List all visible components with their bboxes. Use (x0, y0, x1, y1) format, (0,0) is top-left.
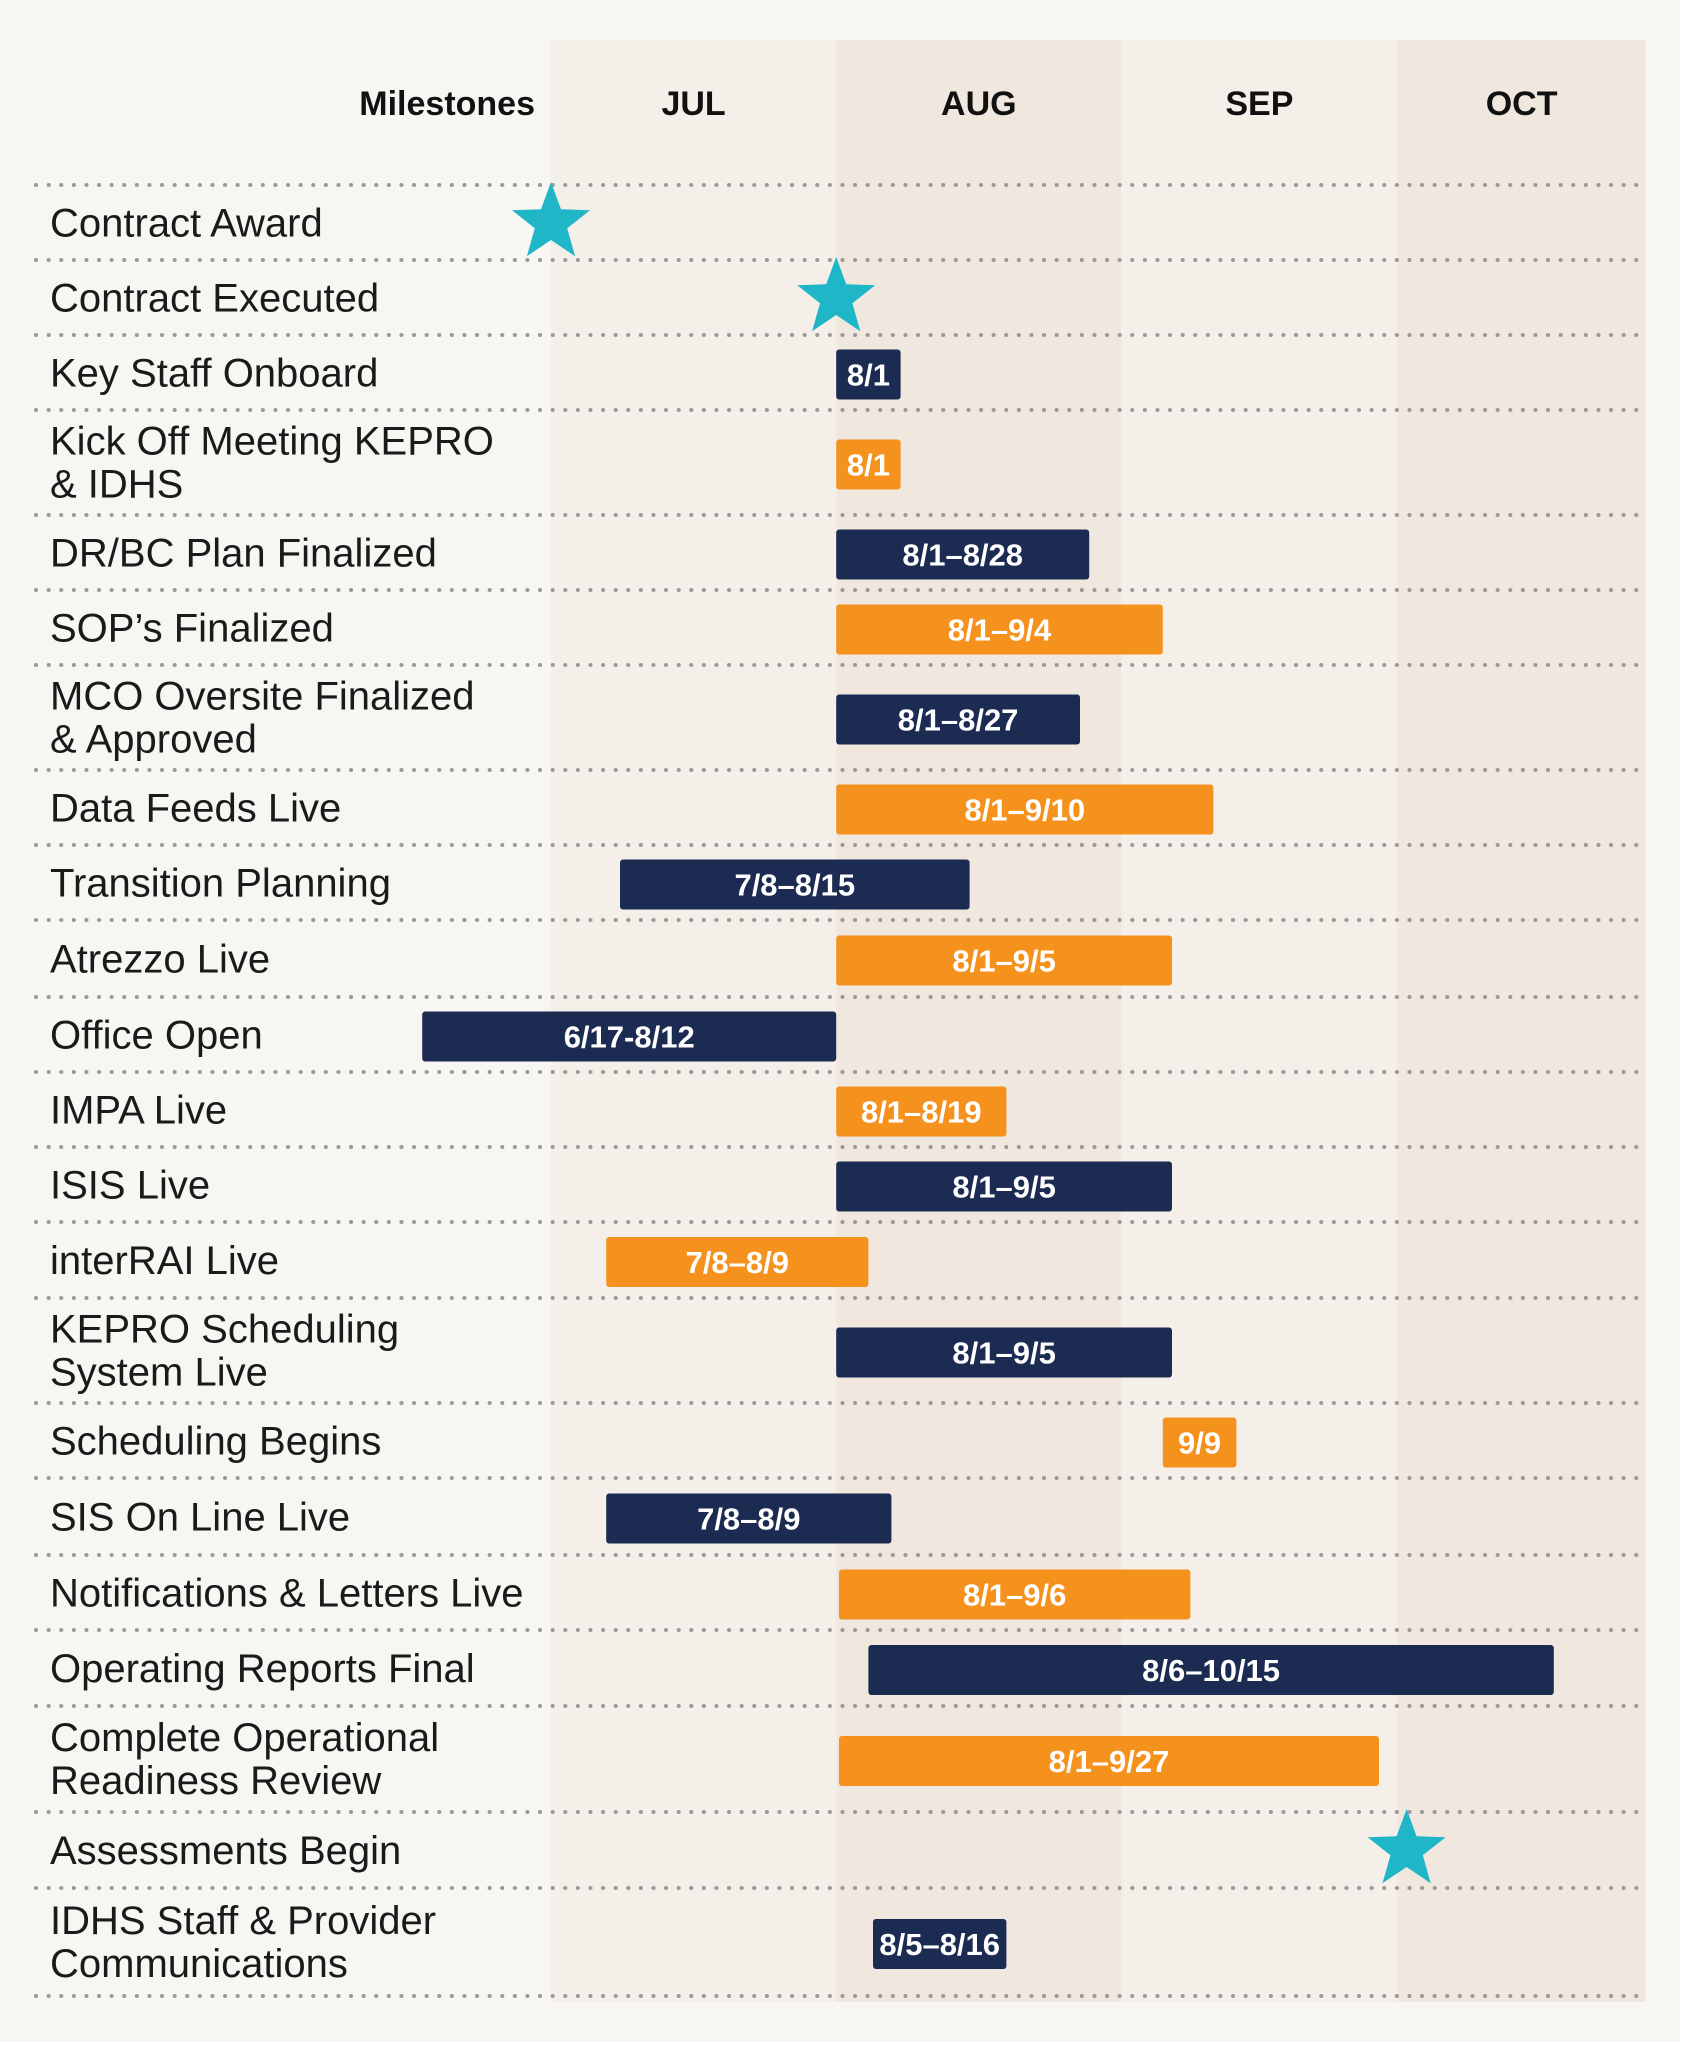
month-label-jul: JUL (661, 85, 725, 123)
task-row: SIS On Line Live 7/8–8/9 (50, 1493, 892, 1544)
task-bar-date-label: 8/1–8/28 (902, 538, 1023, 573)
month-label-aug: AUG (941, 85, 1017, 123)
task-label: SOP’s Finalized (50, 607, 334, 651)
task-row: ISIS Live 8/1–9/5 (50, 1161, 1172, 1212)
task-bar (836, 1086, 1007, 1137)
task-bar (836, 349, 901, 400)
month-label-sep: SEP (1225, 85, 1293, 123)
task-label: ISIS Live (50, 1164, 210, 1208)
task-label: SIS On Line Live (50, 1496, 350, 1540)
milestone-star-icon (797, 257, 876, 332)
task-row: DR/BC Plan Finalized 8/1–8/28 (50, 529, 1090, 580)
task-bar-date-label: 8/1 (847, 448, 890, 483)
task-bar (836, 694, 1080, 745)
task-row: Key Staff Onboard 8/1 (50, 349, 901, 400)
milestone-star-icon (1367, 1809, 1446, 1884)
task-bar-date-label: 8/1–9/4 (948, 613, 1052, 648)
task-bar (868, 1645, 1554, 1695)
task-row: IMPA Live 8/1–8/19 (50, 1086, 1007, 1137)
task-bar-date-label: 7/8–8/9 (697, 1502, 800, 1537)
task-row: Data Feeds Live 8/1–9/10 (50, 784, 1214, 835)
task-rows: Contract Award Contract Executed Key Staff… (50, 182, 1554, 1986)
task-label: Office Open (50, 1014, 263, 1058)
task-row: Scheduling Begins 9/9 (50, 1417, 1237, 1468)
milestones-header: Milestones (359, 85, 535, 123)
task-row: Complete Operational Readiness Review 8/1–… (50, 1716, 1379, 1803)
task-row: interRAI Live 7/8–8/9 (50, 1237, 869, 1287)
month-label-oct: OCT (1486, 85, 1558, 123)
task-bar-date-label: 7/8–8/9 (686, 1245, 789, 1280)
task-row: Notifications & Letters Live 8/1–9/6 (50, 1569, 1191, 1620)
task-row: Office Open 6/17-8/12 (50, 1011, 837, 1062)
task-row: Kick Off Meeting KEPRO & IDHS 8/1 (50, 420, 901, 507)
task-row: Contract Award (50, 182, 590, 257)
task-bar-date-label: 8/1–9/27 (1049, 1744, 1170, 1779)
task-bar (836, 529, 1090, 580)
task-bar-date-label: 8/1–8/27 (898, 703, 1019, 738)
task-bar (422, 1011, 837, 1062)
task-bar (836, 604, 1163, 655)
task-row: Atrezzo Live 8/1–9/5 (50, 935, 1172, 986)
task-bar-date-label: 8/1–9/10 (964, 793, 1085, 828)
task-bar (606, 1237, 869, 1287)
task-bar-date-label: 8/1–9/5 (952, 1170, 1055, 1205)
task-label: Key Staff Onboard (50, 352, 378, 396)
task-bar (836, 439, 901, 490)
task-label: Notifications & Letters Live (50, 1572, 524, 1616)
task-bar-date-label: 8/1–9/5 (952, 1336, 1055, 1371)
task-bar-date-label: 7/8–8/15 (734, 868, 855, 903)
task-row: KEPRO Scheduling System Live 8/1–9/5 (50, 1308, 1172, 1395)
task-bar (836, 1161, 1172, 1212)
task-row: MCO Oversite Finalized & Approved 8/1–8/27 (50, 675, 1080, 762)
task-label: Contract Award (50, 202, 323, 246)
task-bar (873, 1919, 1007, 1969)
milestone-star-icon (512, 182, 590, 257)
task-label: DR/BC Plan Finalized (50, 532, 437, 576)
task-label: Atrezzo Live (50, 938, 270, 982)
task-label: interRAI Live (50, 1239, 279, 1283)
month-labels: JUL AUG SEP OCT (661, 85, 1557, 123)
task-row: IDHS Staff & Provider Communications 8/5–8… (50, 1899, 1007, 1986)
task-bar (838, 1736, 1379, 1786)
task-label: MCO Oversite Finalized & Approved (50, 675, 475, 762)
task-label: Complete Operational Readiness Review (50, 1716, 439, 1803)
task-bar-date-label: 8/1 (847, 358, 890, 393)
task-bar-date-label: 8/6–10/15 (1142, 1653, 1280, 1688)
row-dividers (34, 183, 1650, 1998)
task-label: KEPRO Scheduling System Live (50, 1308, 399, 1395)
task-label: Transition Planning (50, 862, 391, 906)
task-label: Kick Off Meeting KEPRO & IDHS (50, 420, 494, 507)
task-bar (836, 784, 1214, 835)
task-bar-date-label: 6/17-8/12 (564, 1020, 695, 1055)
task-label: IDHS Staff & Provider Communications (50, 1899, 436, 1986)
task-label: Assessments Begin (50, 1829, 401, 1873)
task-label: Scheduling Begins (50, 1420, 381, 1464)
task-bar-date-label: 8/5–8/16 (879, 1927, 1000, 1962)
task-bar (836, 935, 1172, 986)
task-bar (1162, 1417, 1237, 1468)
task-bar (606, 1493, 892, 1544)
task-row: Operating Reports Final 8/6–10/15 (50, 1645, 1554, 1695)
task-row: Transition Planning 7/8–8/15 (50, 859, 970, 910)
task-bar-date-label: 9/9 (1178, 1426, 1221, 1461)
task-bar (620, 859, 970, 910)
task-row: SOP’s Finalized 8/1–9/4 (50, 604, 1163, 655)
task-label: Operating Reports Final (50, 1647, 475, 1691)
task-bar-date-label: 8/1–9/6 (963, 1578, 1066, 1613)
task-label: Data Feeds Live (50, 787, 341, 831)
task-label: IMPA Live (50, 1089, 227, 1133)
task-bar (838, 1569, 1191, 1620)
task-bar-date-label: 8/1–9/5 (952, 944, 1055, 979)
task-bar-date-label: 8/1–8/19 (861, 1095, 982, 1130)
task-label: Contract Executed (50, 277, 379, 321)
task-row: Contract Executed (50, 257, 876, 332)
task-row: Assessments Begin (50, 1809, 1446, 1884)
task-bar (836, 1327, 1172, 1378)
